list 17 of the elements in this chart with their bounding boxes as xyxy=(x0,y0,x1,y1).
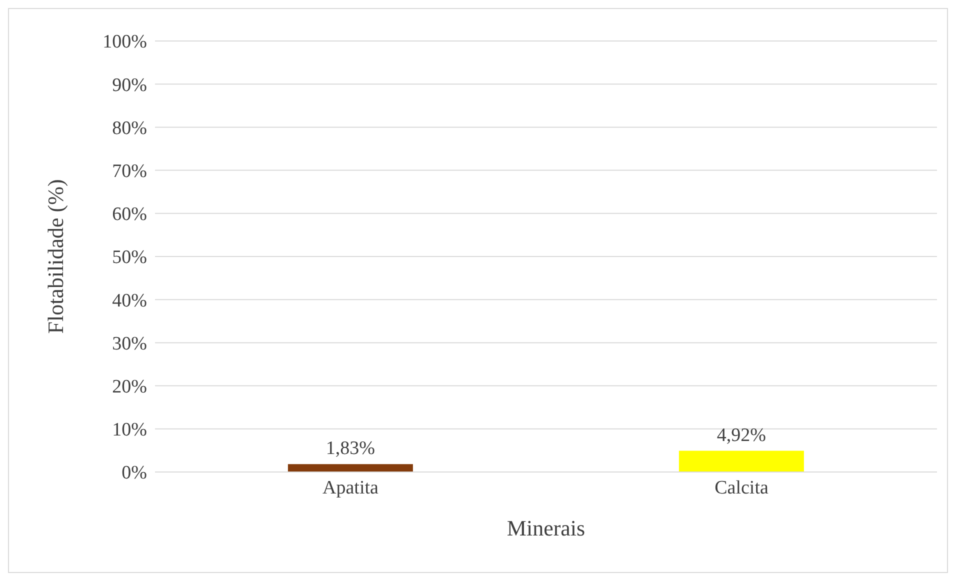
y-tick-label: 40% xyxy=(112,290,148,312)
y-tick-label: 80% xyxy=(112,118,148,139)
y-tick-label: 60% xyxy=(112,204,148,226)
y-tick-label: 30% xyxy=(112,333,148,354)
data-label: 1,83% xyxy=(326,438,376,460)
y-tick-label: 70% xyxy=(112,161,148,182)
data-label: 4,92% xyxy=(716,424,766,446)
x-tick-label: Apatita xyxy=(322,477,380,498)
y-tick-label: 20% xyxy=(112,376,148,398)
y-axis-title: Flotabilidade (%) xyxy=(42,179,68,334)
y-tick-label: 50% xyxy=(112,247,148,268)
y-tick-label: 90% xyxy=(112,74,148,96)
y-tick-label: 0% xyxy=(122,462,148,484)
y-tick-label: 10% xyxy=(112,420,148,441)
y-tick-label: 100% xyxy=(102,32,148,53)
x-tick-label: Calcita xyxy=(714,477,769,498)
x-axis-title: Minerais xyxy=(506,516,586,541)
